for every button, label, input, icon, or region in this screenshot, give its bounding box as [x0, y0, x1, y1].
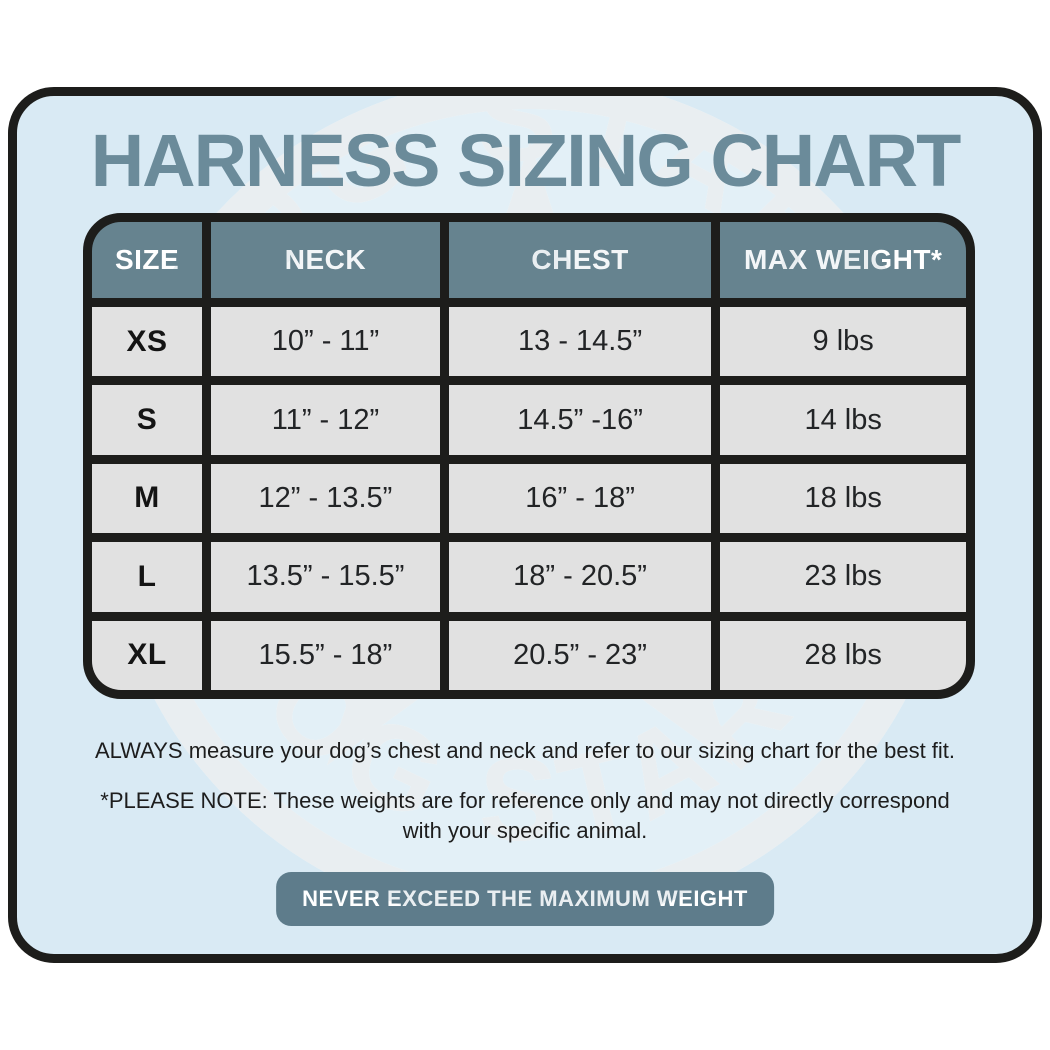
cell-xl-neck: 15.5” - 18” — [211, 620, 440, 690]
cell-s-max-weight: 14 lbs — [720, 385, 966, 455]
cell-xs-max-weight: 9 lbs — [720, 307, 966, 377]
cell-m-chest: 16” - 18” — [448, 463, 712, 534]
cell-s-chest: 14.5” -16” — [448, 385, 712, 455]
cell-xs-neck: 10” - 11” — [211, 307, 440, 377]
cell-xl-size: XL — [92, 620, 203, 690]
cell-s-neck: 11” - 12” — [211, 385, 440, 455]
cell-xl-max-weight: 28 lbs — [720, 620, 966, 690]
cell-l-max-weight: 23 lbs — [720, 542, 966, 612]
sizing-table: SIZE NECK CHEST MAX WEIGHT* XS 10” - 11”… — [83, 213, 975, 699]
cell-m-size: M — [92, 463, 203, 534]
cell-xs-chest: 13 - 14.5” — [448, 307, 712, 377]
disclaimer-note: *PLEASE NOTE: These weights are for refe… — [100, 788, 950, 844]
cell-xl-chest: 20.5” - 23” — [448, 620, 712, 690]
page-title: HARNESS SIZING CHART — [90, 119, 962, 202]
measure-note: ALWAYS measure your dog’s chest and neck… — [94, 738, 956, 763]
max-weight-warning-badge: NEVER EXCEED THE MAXIMUM WEIGHT — [276, 872, 774, 926]
cell-m-neck: 12” - 13.5” — [211, 463, 440, 534]
cell-l-chest: 18” - 20.5” — [448, 542, 712, 612]
cell-l-size: L — [92, 542, 203, 612]
sizing-chart-card: DOG STARS DOG STARS HARNESS SIZING CHART… — [8, 87, 1042, 963]
cell-s-size: S — [92, 385, 203, 455]
cell-m-max-weight: 18 lbs — [720, 463, 966, 534]
cell-xs-size: XS — [92, 307, 203, 377]
column-header-chest: CHEST — [448, 222, 712, 298]
column-header-max-weight: MAX WEIGHT* — [720, 222, 966, 298]
cell-l-neck: 13.5” - 15.5” — [211, 542, 440, 612]
column-header-size: SIZE — [92, 222, 203, 298]
column-header-neck: NECK — [211, 222, 440, 298]
